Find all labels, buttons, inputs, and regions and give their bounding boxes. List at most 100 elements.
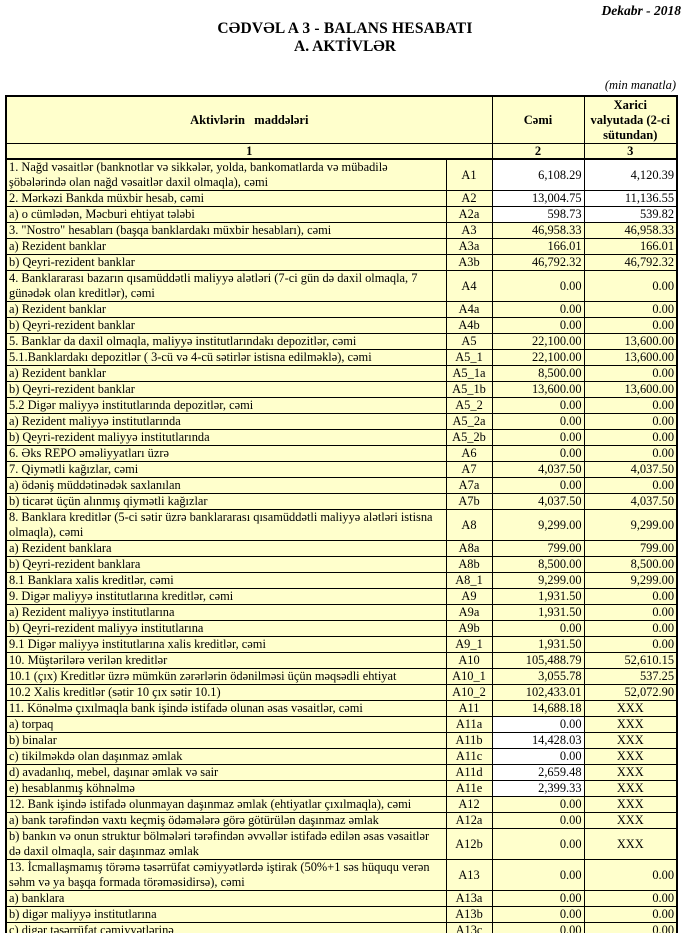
row-foreign-currency-value: XXX bbox=[583, 828, 678, 861]
row-foreign-currency-value: 0.00 bbox=[583, 477, 678, 495]
row-total-value: 105,488.79 bbox=[491, 652, 585, 670]
table-row: 6. Əks REPO əməliyyatları üzrə A6 0.00 0.00 bbox=[5, 445, 678, 463]
row-code: A3 bbox=[445, 222, 493, 240]
row-item-label: 7. Qiymətli kağızlar, cəmi bbox=[5, 461, 447, 479]
row-foreign-currency-value: 0.00 bbox=[583, 445, 678, 463]
row-foreign-currency-value: 46,792.32 bbox=[583, 254, 678, 272]
row-item-label: 5.1.Banklardakı depozitlər ( 3-cü və 4-c… bbox=[5, 349, 447, 367]
row-foreign-currency-value: 0.00 bbox=[583, 397, 678, 415]
row-total-value: 0.00 bbox=[491, 922, 585, 933]
row-total-value: 0.00 bbox=[491, 748, 585, 766]
row-item-label: c) tikilməkdə olan daşınmaz əmlak bbox=[5, 748, 447, 766]
row-item-label: b) Qeyri-rezident banklar bbox=[5, 381, 447, 399]
row-total-value: 4,037.50 bbox=[491, 461, 585, 479]
row-foreign-currency-value: XXX bbox=[583, 732, 678, 750]
row-foreign-currency-value: 4,120.39 bbox=[583, 158, 678, 192]
table-row: a) Rezident maliyyə institutlarına A9a 1,9… bbox=[5, 604, 678, 622]
row-foreign-currency-value: 0.00 bbox=[583, 859, 678, 892]
row-total-value: 0.00 bbox=[491, 796, 585, 814]
row-foreign-currency-value: XXX bbox=[583, 764, 678, 782]
row-foreign-currency-value: 537.25 bbox=[583, 668, 678, 686]
row-code: A7 bbox=[445, 461, 493, 479]
row-code: A13c bbox=[445, 922, 493, 933]
col-header-cemi: Cəmi bbox=[491, 95, 585, 145]
row-foreign-currency-value: 0.00 bbox=[583, 922, 678, 933]
row-item-label: b) Qeyri-rezident banklar bbox=[5, 254, 447, 272]
row-code: A13 bbox=[445, 859, 493, 892]
row-code: A9 bbox=[445, 588, 493, 606]
row-total-value: 0.00 bbox=[491, 413, 585, 431]
row-item-label: b) Qeyri-rezident banklara bbox=[5, 556, 447, 574]
row-code: A5_2 bbox=[445, 397, 493, 415]
row-code: A4a bbox=[445, 301, 493, 319]
row-total-value: 1,931.50 bbox=[491, 604, 585, 622]
table-row: a) torpaq A11a 0.00 XXX bbox=[5, 716, 678, 734]
row-foreign-currency-value: 9,299.00 bbox=[583, 572, 678, 590]
row-item-label: 3. "Nostro" hesabları (başqa banklardakı… bbox=[5, 222, 447, 240]
table-row: e) hesablanmış köhnəlmə A11e 2,399.33 XXX bbox=[5, 780, 678, 798]
table-row: 8.1 Banklara xalis kreditlər, cəmi A8_1 9,… bbox=[5, 572, 678, 590]
row-code: A13a bbox=[445, 890, 493, 908]
table-row: b) Qeyri-rezident maliyyə institutlarına… bbox=[5, 620, 678, 638]
row-code: A5_1 bbox=[445, 349, 493, 367]
row-code: A8 bbox=[445, 509, 493, 542]
row-foreign-currency-value: 0.00 bbox=[583, 588, 678, 606]
row-foreign-currency-value: XXX bbox=[583, 716, 678, 734]
row-code: A12a bbox=[445, 812, 493, 830]
row-total-value: 0.00 bbox=[491, 890, 585, 908]
row-item-label: 9.1 Digər maliyyə institutlarına xalis k… bbox=[5, 636, 447, 654]
row-item-label: a) Rezident maliyyə institutlarında bbox=[5, 413, 447, 431]
row-total-value: 46,958.33 bbox=[491, 222, 585, 240]
col-number-2: 2 bbox=[491, 143, 585, 161]
table-row: a) banklara A13a 0.00 0.00 bbox=[5, 890, 678, 908]
report-subtitle: A. AKTİVLƏR bbox=[294, 38, 396, 55]
row-code: A10_2 bbox=[445, 684, 493, 702]
row-code: A11b bbox=[445, 732, 493, 750]
row-total-value: 0.00 bbox=[491, 429, 585, 447]
row-total-value: 2,399.33 bbox=[491, 780, 585, 798]
row-foreign-currency-value: 166.01 bbox=[583, 238, 678, 256]
table-row: 10.1 (çıx) Kreditlər üzrə mümkün zərərlə… bbox=[5, 668, 678, 686]
row-total-value: 0.00 bbox=[491, 828, 585, 861]
row-item-label: a) torpaq bbox=[5, 716, 447, 734]
row-code: A5 bbox=[445, 333, 493, 351]
row-code: A5_2b bbox=[445, 429, 493, 447]
row-item-label: a) bank tərəfindən vaxtı keçmiş ödəmələr… bbox=[5, 812, 447, 830]
row-item-label: 5. Banklar da daxil olmaqla, maliyyə ins… bbox=[5, 333, 447, 351]
table-row: c) tikilməkdə olan daşınmaz əmlak A11c 0.0… bbox=[5, 748, 678, 766]
row-item-label: 4. Banklararası bazarın qısamüddətli mal… bbox=[5, 270, 447, 303]
report-title: CƏDVƏL A 3 - BALANS HESABATI bbox=[217, 20, 473, 37]
row-code: A5_1a bbox=[445, 365, 493, 383]
row-total-value: 2,659.48 bbox=[491, 764, 585, 782]
row-code: A4 bbox=[445, 270, 493, 303]
row-item-label: 9. Digər maliyyə institutlarına kreditlə… bbox=[5, 588, 447, 606]
row-code: A8b bbox=[445, 556, 493, 574]
row-total-value: 8,500.00 bbox=[491, 365, 585, 383]
balance-sheet-table: Aktivlərin maddələri Cəmi Xarici valyuta… bbox=[5, 95, 679, 933]
row-total-value: 0.00 bbox=[491, 812, 585, 830]
row-item-label: a) banklara bbox=[5, 890, 447, 908]
row-code: A5_1b bbox=[445, 381, 493, 399]
row-item-label: b) Qeyri-rezident maliyyə institutlarınd… bbox=[5, 429, 447, 447]
row-total-value: 598.73 bbox=[491, 206, 585, 224]
row-total-value: 1,931.50 bbox=[491, 636, 585, 654]
row-foreign-currency-value: 4,037.50 bbox=[583, 461, 678, 479]
row-item-label: 13. İcmallaşmamış törəmə təsərrüfat cəmi… bbox=[5, 859, 447, 892]
table-row: d) avadanlıq, mebel, daşınar əmlak və sa… bbox=[5, 764, 678, 782]
row-total-value: 9,299.00 bbox=[491, 572, 585, 590]
row-item-label: c) digər təsərrüfat cəmiyyətlərinə bbox=[5, 922, 447, 933]
row-foreign-currency-value: XXX bbox=[583, 796, 678, 814]
row-code: A4b bbox=[445, 317, 493, 335]
table-row: 8. Banklara kreditlər (5-ci sətir üzrə b… bbox=[5, 509, 678, 542]
row-item-label: 11. Könəlmə çıxılmaqla bank işində istif… bbox=[5, 700, 447, 718]
row-total-value: 6,108.29 bbox=[491, 158, 585, 192]
row-total-value: 0.00 bbox=[491, 397, 585, 415]
row-item-label: 2. Mərkəzi Bankda müxbir hesab, cəmi bbox=[5, 190, 447, 208]
row-foreign-currency-value: 539.82 bbox=[583, 206, 678, 224]
row-code: A2 bbox=[445, 190, 493, 208]
row-foreign-currency-value: 799.00 bbox=[583, 540, 678, 558]
row-foreign-currency-value: 52,072.90 bbox=[583, 684, 678, 702]
row-item-label: b) ticarət üçün alınmış qiymətli kağızla… bbox=[5, 493, 447, 511]
table-row: b) Qeyri-rezident banklara A8b 8,500.00 8,5… bbox=[5, 556, 678, 574]
row-total-value: 22,100.00 bbox=[491, 333, 585, 351]
